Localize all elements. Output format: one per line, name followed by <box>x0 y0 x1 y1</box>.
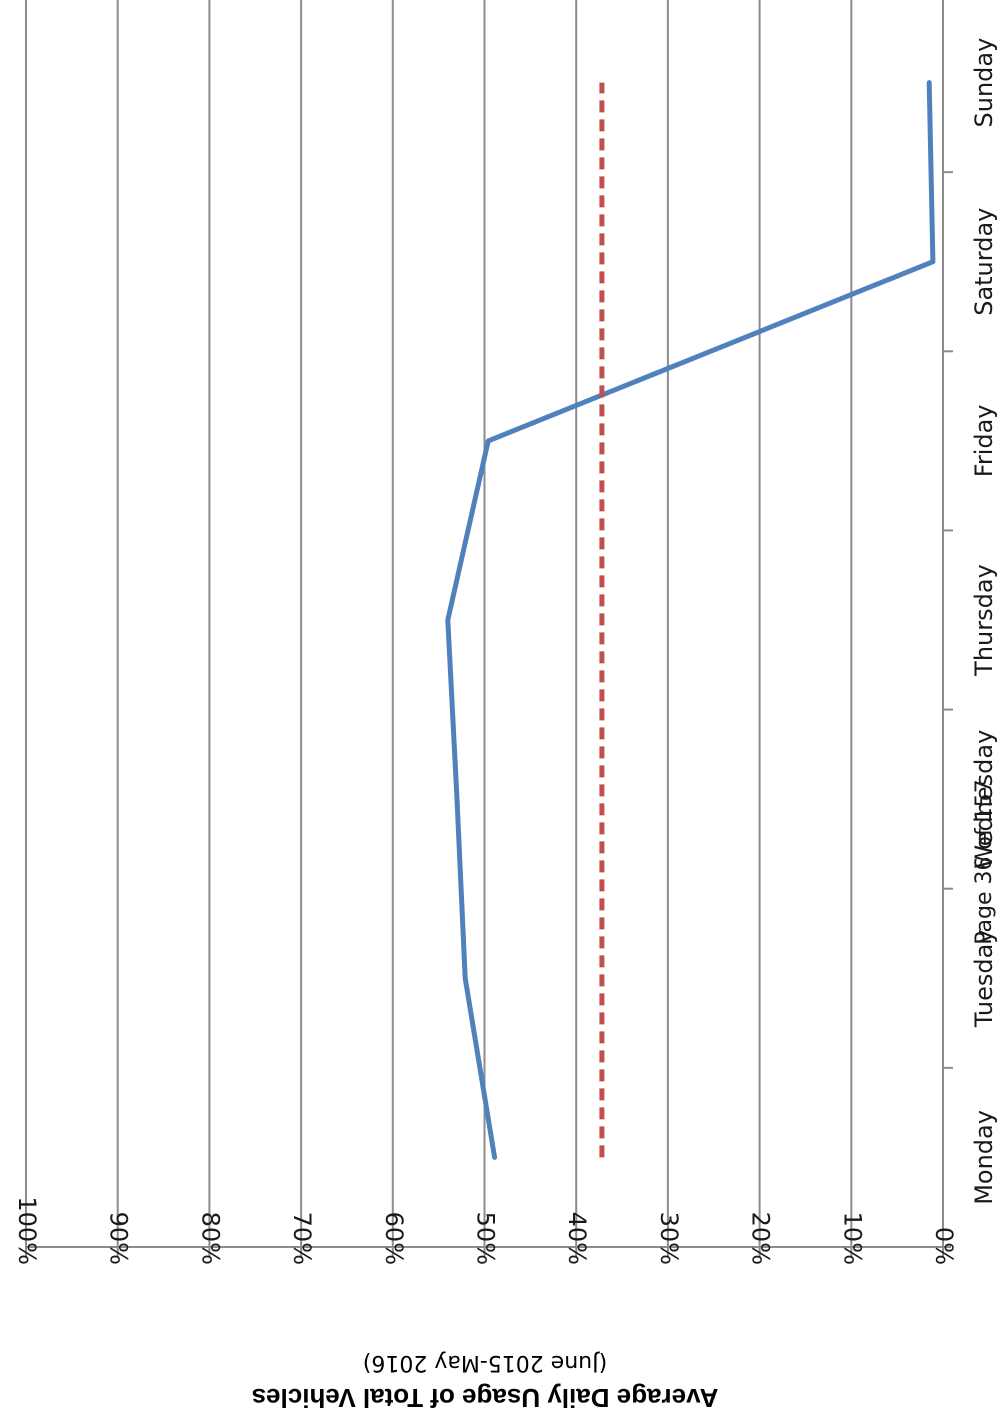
category-label: Wednesday <box>970 730 998 869</box>
value-tick-label: 20% <box>747 1212 775 1265</box>
value-tick-label: 0% <box>930 1227 958 1265</box>
axes <box>25 0 953 1257</box>
category-label: Sunday <box>970 38 998 128</box>
value-tick-label: 90% <box>105 1212 133 1265</box>
category-tick-labels: Monday Tuesday Wednesday Thursday Friday Satu… <box>970 38 998 1205</box>
value-tick-label: 60% <box>380 1212 408 1265</box>
category-label: Monday <box>970 1110 998 1205</box>
value-axis-subtitle: (June 2015-May 2016) <box>363 1350 607 1375</box>
value-tick-label: 50% <box>472 1212 500 1265</box>
value-axis-title: Average Daily Usage of Total Vehicles <box>252 1383 719 1413</box>
gridlines <box>25 0 853 1247</box>
value-tick-label: 30% <box>655 1212 683 1265</box>
value-tick-labels: 0% 10% 20% 30% 40% 50% 60% 70% 80% 90% 100% <box>13 1196 958 1265</box>
page-footer: Page 36 of 157 <box>972 779 997 944</box>
value-tick-label: 40% <box>563 1212 591 1265</box>
series-layer <box>445 80 936 1160</box>
category-label: Friday <box>970 404 998 477</box>
category-label: Tuesday <box>970 929 998 1028</box>
value-tick-label: 10% <box>838 1212 866 1265</box>
value-tick-label: 100% <box>13 1196 41 1265</box>
category-label: Saturday <box>970 208 998 316</box>
value-tick-label: 80% <box>196 1212 224 1265</box>
series-line <box>445 80 936 1160</box>
value-tick-label: 70% <box>288 1212 316 1265</box>
category-label: Thursday <box>970 564 998 677</box>
